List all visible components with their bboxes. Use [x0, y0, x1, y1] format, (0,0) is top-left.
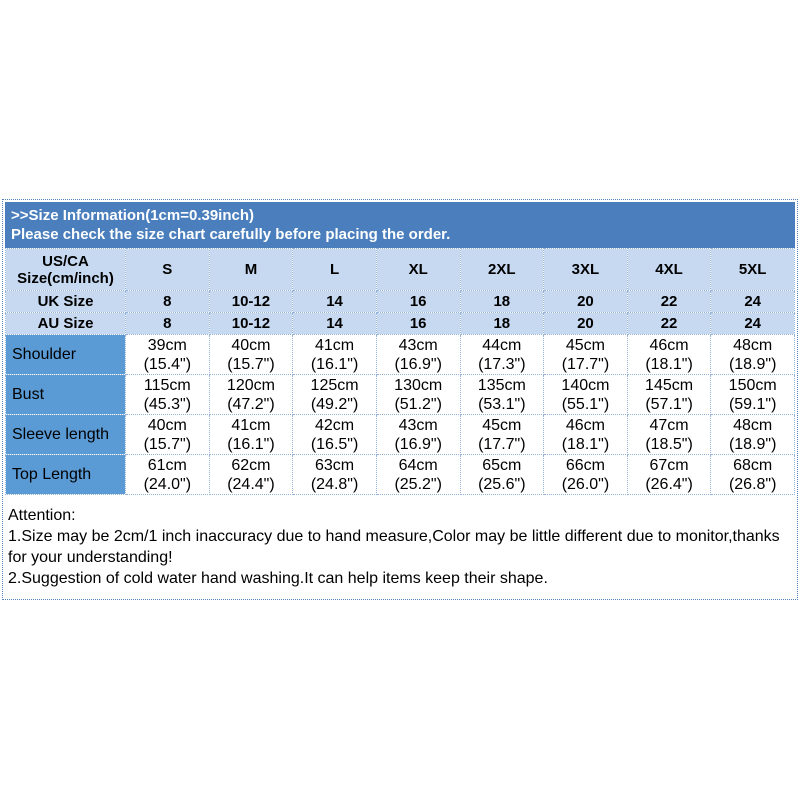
size-info-subtitle: Please check the size chart carefully be… — [11, 226, 451, 243]
uk-size-cell: 14 — [292, 290, 377, 313]
measurement-cell: 62cm (24.4") — [208, 454, 294, 495]
measurement-cell: 41cm (16.1") — [208, 414, 294, 455]
au-size-cell: 10-12 — [208, 312, 294, 335]
measurement-cell: 48cm (18.9") — [710, 334, 795, 375]
size-chart-panel: >>Size Information(1cm=0.39inch) Please … — [2, 199, 798, 600]
measurement-cell: 46cm (18.1") — [543, 414, 628, 455]
measurement-cell: 68cm (26.8") — [710, 454, 795, 495]
measurement-cell: 67cm (26.4") — [626, 454, 712, 495]
measurement-cell: 125cm (49.2") — [292, 374, 377, 415]
measurement-cell: 45cm (17.7") — [459, 414, 545, 455]
measurement-cell: 150cm (59.1") — [710, 374, 795, 415]
corner-header-cell: US/CA Size(cm/inch) — [5, 248, 126, 291]
measurement-cell: 61cm (24.0") — [125, 454, 210, 495]
uk-size-cell: 20 — [543, 290, 628, 313]
measurement-cell: 46cm (18.1") — [626, 334, 712, 375]
size-col-header: XL — [375, 248, 461, 291]
measurement-cell: 63cm (24.8") — [292, 454, 377, 495]
measurement-row-shoulder: Shoulder 39cm (15.4") 40cm (15.7") 41cm (16… — [5, 334, 795, 375]
size-col-header: S — [125, 248, 210, 291]
attention-title: Attention: — [8, 507, 76, 524]
uk-size-row: UK Size 8 10-12 14 16 18 20 22 24 — [5, 290, 795, 313]
measurement-cell: 44cm (17.3") — [459, 334, 545, 375]
size-info-header: >>Size Information(1cm=0.39inch) Please … — [5, 202, 795, 248]
measurement-row-top-length: Top Length 61cm (24.0") 62cm (24.4") 63cm(… — [5, 454, 795, 495]
au-size-label: AU Size — [5, 312, 126, 335]
uk-size-cell: 22 — [626, 290, 712, 313]
au-size-cell: 18 — [459, 312, 545, 335]
au-size-cell: 8 — [125, 312, 210, 335]
uk-size-cell: 24 — [710, 290, 795, 313]
measurement-label: Shoulder — [5, 334, 126, 375]
attention-line1: 1.Size may be 2cm/1 inch inaccuracy due … — [8, 528, 780, 566]
measurement-cell: 145cm (57.1") — [626, 374, 712, 415]
size-col-header: 4XL — [626, 248, 712, 291]
measurement-cell: 115cm (45.3") — [125, 374, 210, 415]
measurement-cell: 45cm (17.7") — [543, 334, 628, 375]
measurement-cell: 65cm (25.6") — [459, 454, 545, 495]
size-col-header: 2XL — [459, 248, 545, 291]
measurement-label: Sleeve length — [5, 414, 126, 455]
measurement-cell: 39cm (15.4") — [125, 334, 210, 375]
corner-header-line1: US/CA — [42, 252, 89, 270]
measurement-cell: 42cm (16.5") — [292, 414, 377, 455]
measurement-cell: 66cm (26.0") — [543, 454, 628, 495]
measurement-label: Top Length — [5, 454, 126, 495]
size-col-header: L — [292, 248, 377, 291]
measurement-cell: 41cm (16.1") — [292, 334, 377, 375]
measurement-cell: 47cm (18.5") — [626, 414, 712, 455]
measurement-cell: 130cm (51.2") — [375, 374, 461, 415]
uk-size-cell: 10-12 — [208, 290, 294, 313]
measurement-cell: 64cm (25.2") — [375, 454, 461, 495]
au-size-cell: 22 — [626, 312, 712, 335]
size-header-row: US/CA Size(cm/inch) S M L XL 2XL 3XL 4XL… — [5, 248, 795, 291]
au-size-cell: 24 — [710, 312, 795, 335]
au-size-row: AU Size 8 10-12 14 16 18 20 22 24 — [5, 312, 795, 335]
size-col-header: 3XL — [543, 248, 628, 291]
measurement-cell: 135cm (53.1") — [459, 374, 545, 415]
attention-note: Attention: 1.Size may be 2cm/1 inch inac… — [5, 495, 795, 597]
au-size-cell: 16 — [375, 312, 461, 335]
size-table: US/CA Size(cm/inch) S M L XL 2XL 3XL 4XL… — [5, 248, 795, 495]
uk-size-cell: 8 — [125, 290, 210, 313]
attention-line2: 2.Suggestion of cold water hand washing.… — [8, 570, 548, 587]
measurement-cell: 48cm (18.9") — [710, 414, 795, 455]
corner-header-line2: Size(cm/inch) — [17, 269, 114, 287]
uk-size-cell: 18 — [459, 290, 545, 313]
uk-size-cell: 16 — [375, 290, 461, 313]
measurement-cell: 40cm (15.7") — [208, 334, 294, 375]
measurement-label: Bust — [5, 374, 126, 415]
measurement-row-sleeve-length: Sleeve length 40cm (15.7") 41cm (16.1") 42… — [5, 414, 795, 455]
uk-size-label: UK Size — [5, 290, 126, 313]
measurement-row-bust: Bust 115cm (45.3") 120cm (47.2") 125cm (49.… — [5, 374, 795, 415]
size-col-header: 5XL — [710, 248, 795, 291]
measurement-cell: 43cm (16.9") — [375, 334, 461, 375]
size-col-header: M — [208, 248, 294, 291]
au-size-cell: 20 — [543, 312, 628, 335]
measurement-cell: 140cm (55.1") — [543, 374, 628, 415]
au-size-cell: 14 — [292, 312, 377, 335]
measurement-cell: 40cm (15.7") — [125, 414, 210, 455]
measurement-cell: 120cm (47.2") — [208, 374, 294, 415]
measurement-cell: 43cm (16.9") — [375, 414, 461, 455]
size-info-title: >>Size Information(1cm=0.39inch) — [11, 207, 254, 224]
